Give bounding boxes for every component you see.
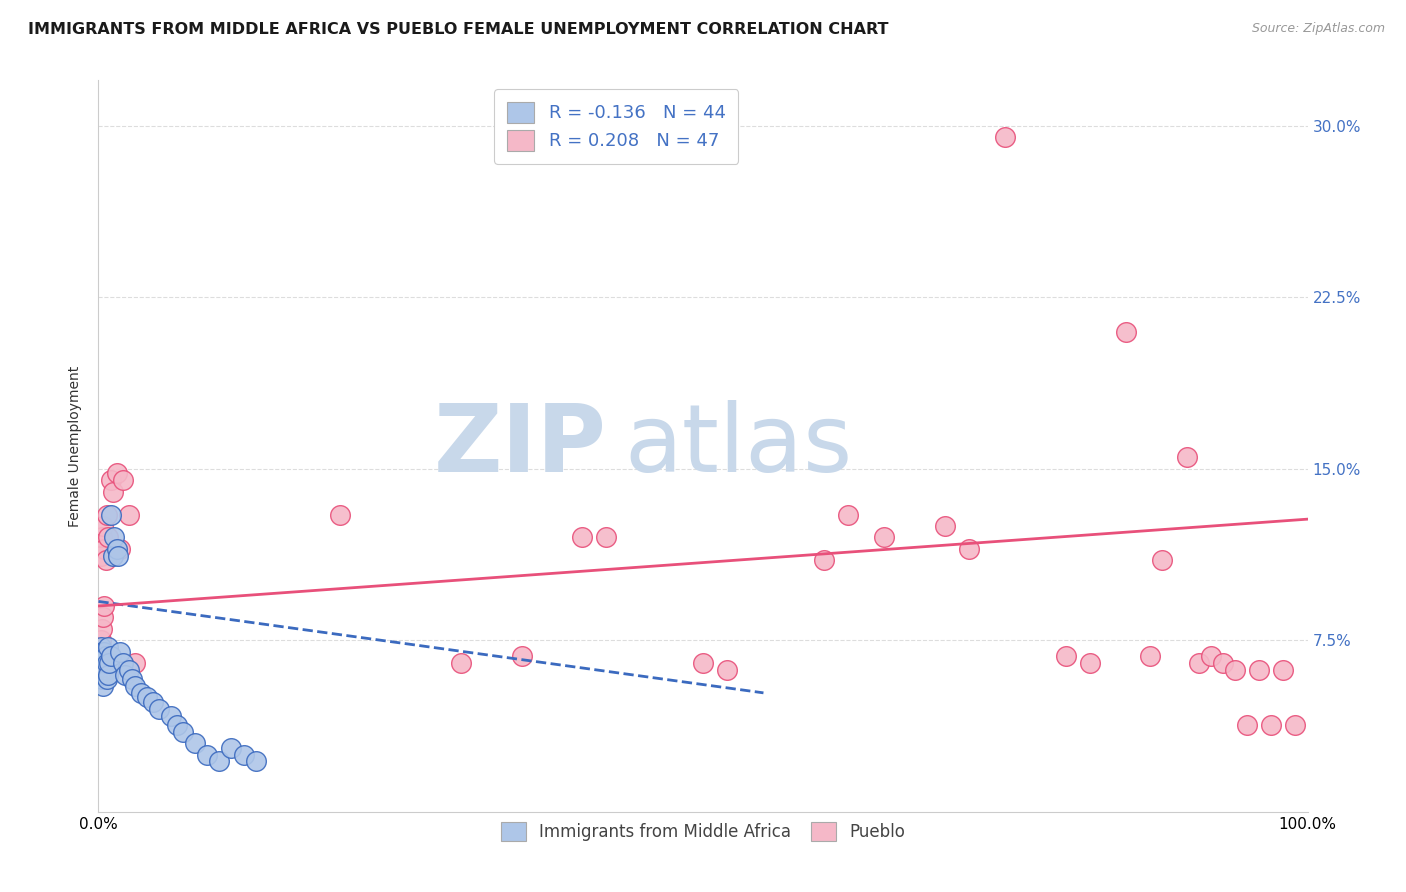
Point: [1199, 649, 1222, 664]
Point: [184, 736, 207, 750]
Point: [129, 686, 152, 700]
Point: [93, 656, 115, 670]
Point: [93, 667, 115, 681]
Point: [103, 530, 125, 544]
Point: [135, 690, 157, 705]
Point: [114, 667, 136, 681]
Point: [105, 467, 128, 481]
Point: [93, 645, 115, 659]
Point: [96, 508, 118, 522]
Point: [221, 740, 243, 755]
Point: [96, 656, 118, 670]
Point: [118, 663, 141, 677]
Point: [91, 649, 114, 664]
Point: [510, 649, 533, 664]
Point: [97, 530, 120, 544]
Point: [160, 708, 183, 723]
Text: IMMIGRANTS FROM MIDDLE AFRICA VS PUEBLO FEMALE UNEMPLOYMENT CORRELATION CHART: IMMIGRANTS FROM MIDDLE AFRICA VS PUEBLO …: [28, 22, 889, 37]
Point: [450, 656, 472, 670]
Point: [94, 663, 117, 677]
Point: [97, 667, 120, 681]
Point: [934, 519, 956, 533]
Point: [1139, 649, 1161, 664]
Point: [111, 473, 134, 487]
Point: [121, 672, 143, 686]
Point: [96, 672, 118, 686]
Point: [1078, 656, 1101, 670]
Point: [124, 656, 146, 670]
Point: [89, 667, 111, 681]
Point: [108, 541, 131, 556]
Point: [100, 473, 122, 487]
Point: [142, 695, 165, 709]
Point: [994, 130, 1017, 145]
Text: ZIP: ZIP: [433, 400, 606, 492]
Point: [91, 530, 114, 544]
Point: [91, 645, 114, 659]
Point: [1223, 663, 1246, 677]
Point: [98, 656, 121, 670]
Point: [1249, 663, 1271, 677]
Point: [1054, 649, 1077, 664]
Point: [100, 508, 122, 522]
Point: [100, 649, 122, 664]
Point: [1115, 325, 1137, 339]
Point: [91, 656, 114, 670]
Point: [91, 672, 114, 686]
Point: [208, 755, 231, 769]
Point: [90, 640, 112, 655]
Point: [101, 549, 124, 563]
Point: [124, 679, 146, 693]
Point: [105, 541, 128, 556]
Point: [692, 656, 714, 670]
Point: [571, 530, 593, 544]
Point: [1175, 450, 1198, 465]
Point: [90, 633, 112, 648]
Point: [89, 649, 111, 664]
Point: [91, 610, 114, 624]
Point: [1284, 718, 1306, 732]
Point: [90, 649, 112, 664]
Point: [595, 530, 617, 544]
Point: [957, 541, 980, 556]
Point: [111, 656, 134, 670]
Point: [172, 724, 194, 739]
Point: [91, 519, 114, 533]
Point: [232, 747, 254, 762]
Point: [1236, 718, 1258, 732]
Point: [93, 541, 115, 556]
Point: [245, 755, 267, 769]
Point: [329, 508, 352, 522]
Point: [813, 553, 835, 567]
Point: [1152, 553, 1174, 567]
Point: [97, 640, 120, 655]
Point: [118, 508, 141, 522]
Point: [873, 530, 896, 544]
Text: Source: ZipAtlas.com: Source: ZipAtlas.com: [1251, 22, 1385, 36]
Point: [195, 747, 218, 762]
Point: [108, 645, 131, 659]
Point: [90, 549, 112, 563]
Point: [91, 622, 114, 636]
Point: [1272, 663, 1295, 677]
Point: [91, 663, 114, 677]
Point: [91, 679, 114, 693]
Point: [166, 718, 188, 732]
Point: [94, 553, 117, 567]
Point: [94, 649, 117, 664]
Point: [1212, 656, 1234, 670]
Text: atlas: atlas: [624, 400, 852, 492]
Point: [148, 702, 170, 716]
Point: [1260, 718, 1282, 732]
Point: [716, 663, 738, 677]
Point: [1188, 656, 1211, 670]
Point: [93, 599, 115, 613]
Point: [107, 549, 129, 563]
Y-axis label: Female Unemployment: Female Unemployment: [69, 366, 83, 526]
Legend: Immigrants from Middle Africa, Pueblo: Immigrants from Middle Africa, Pueblo: [488, 809, 918, 855]
Point: [837, 508, 859, 522]
Point: [101, 484, 124, 499]
